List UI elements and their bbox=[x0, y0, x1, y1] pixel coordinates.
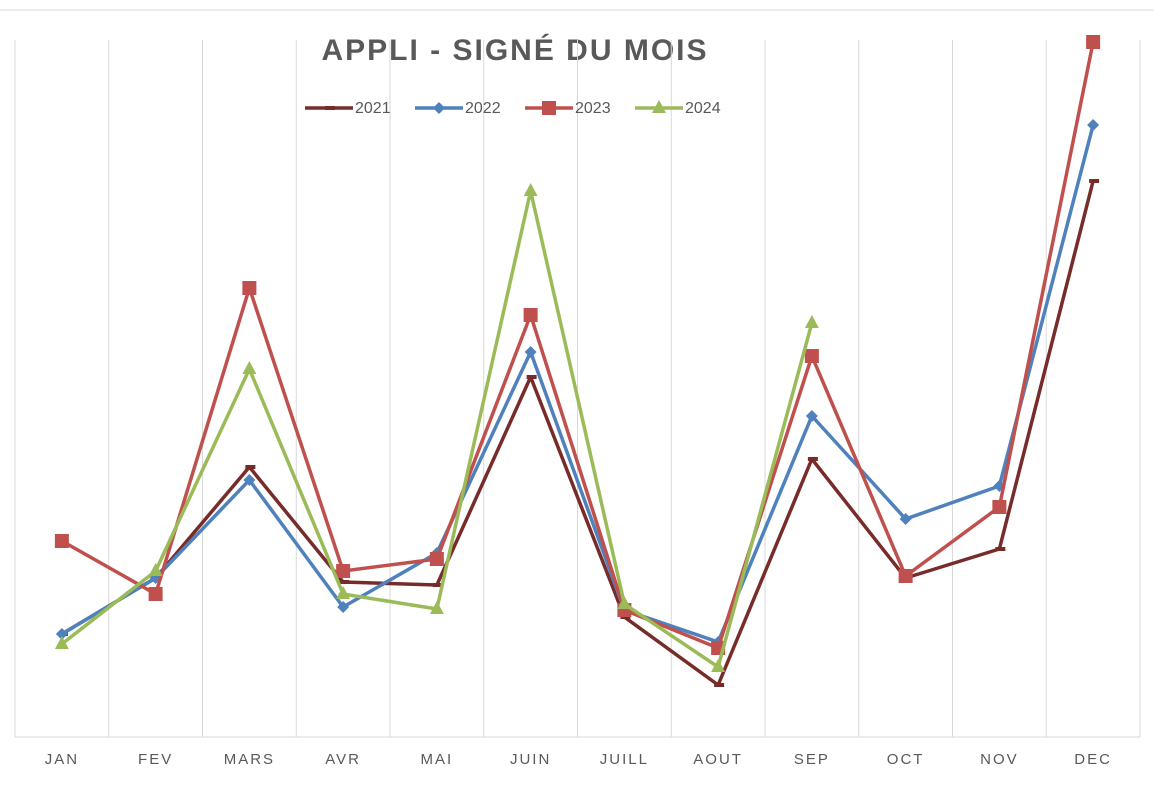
marker bbox=[433, 102, 445, 114]
marker bbox=[1086, 35, 1101, 49]
marker bbox=[805, 410, 818, 422]
marker bbox=[898, 569, 913, 583]
x-tick-label: MARS bbox=[224, 751, 275, 768]
legend-label: 2021 bbox=[355, 100, 391, 117]
marker bbox=[711, 659, 726, 672]
series-line bbox=[60, 189, 814, 669]
marker bbox=[807, 457, 818, 461]
marker bbox=[617, 596, 632, 609]
marker bbox=[526, 375, 537, 379]
marker bbox=[899, 513, 912, 525]
marker bbox=[1087, 119, 1100, 131]
marker bbox=[325, 106, 335, 110]
x-tick-label: MAI bbox=[421, 751, 454, 768]
marker bbox=[242, 361, 257, 374]
marker bbox=[524, 346, 537, 358]
marker bbox=[714, 683, 725, 687]
series-line bbox=[60, 124, 1095, 644]
marker bbox=[55, 628, 68, 640]
x-tick-label: AOUT bbox=[693, 751, 743, 768]
marker bbox=[992, 500, 1007, 514]
marker bbox=[243, 474, 256, 486]
marker bbox=[336, 586, 351, 599]
marker bbox=[429, 552, 444, 566]
x-tick-label: JUILL bbox=[600, 751, 649, 768]
marker bbox=[148, 587, 163, 601]
x-tick-label: OCT bbox=[887, 751, 925, 768]
legend-label: 2022 bbox=[465, 100, 501, 117]
marker bbox=[1089, 179, 1100, 183]
x-tick-label: DEC bbox=[1074, 751, 1112, 768]
marker bbox=[339, 580, 350, 584]
marker bbox=[523, 183, 538, 196]
series-line bbox=[60, 180, 1095, 687]
marker bbox=[336, 564, 351, 578]
x-tick-label: FEV bbox=[138, 751, 173, 768]
chart-title: APPLI - SIGNÉ DU MOIS bbox=[321, 33, 708, 67]
marker bbox=[337, 601, 350, 613]
marker bbox=[804, 349, 819, 363]
marker bbox=[245, 465, 256, 469]
x-tick-label: AVR bbox=[325, 751, 361, 768]
marker bbox=[804, 315, 819, 328]
x-tick-label: JAN bbox=[45, 751, 79, 768]
marker bbox=[995, 547, 1006, 551]
marker bbox=[652, 100, 666, 113]
marker bbox=[542, 101, 556, 115]
x-tick-label: NOV bbox=[980, 751, 1019, 768]
marker bbox=[523, 308, 538, 322]
x-tick-label: JUIN bbox=[510, 751, 551, 768]
x-tick-label: SEP bbox=[794, 751, 830, 768]
marker bbox=[54, 636, 69, 649]
marker bbox=[148, 563, 163, 576]
marker bbox=[432, 583, 443, 587]
marker bbox=[242, 281, 257, 295]
series-line bbox=[61, 41, 1095, 650]
legend-label: 2024 bbox=[685, 100, 721, 117]
marker bbox=[429, 601, 444, 614]
legend-label: 2023 bbox=[575, 100, 611, 117]
marker bbox=[54, 534, 69, 548]
